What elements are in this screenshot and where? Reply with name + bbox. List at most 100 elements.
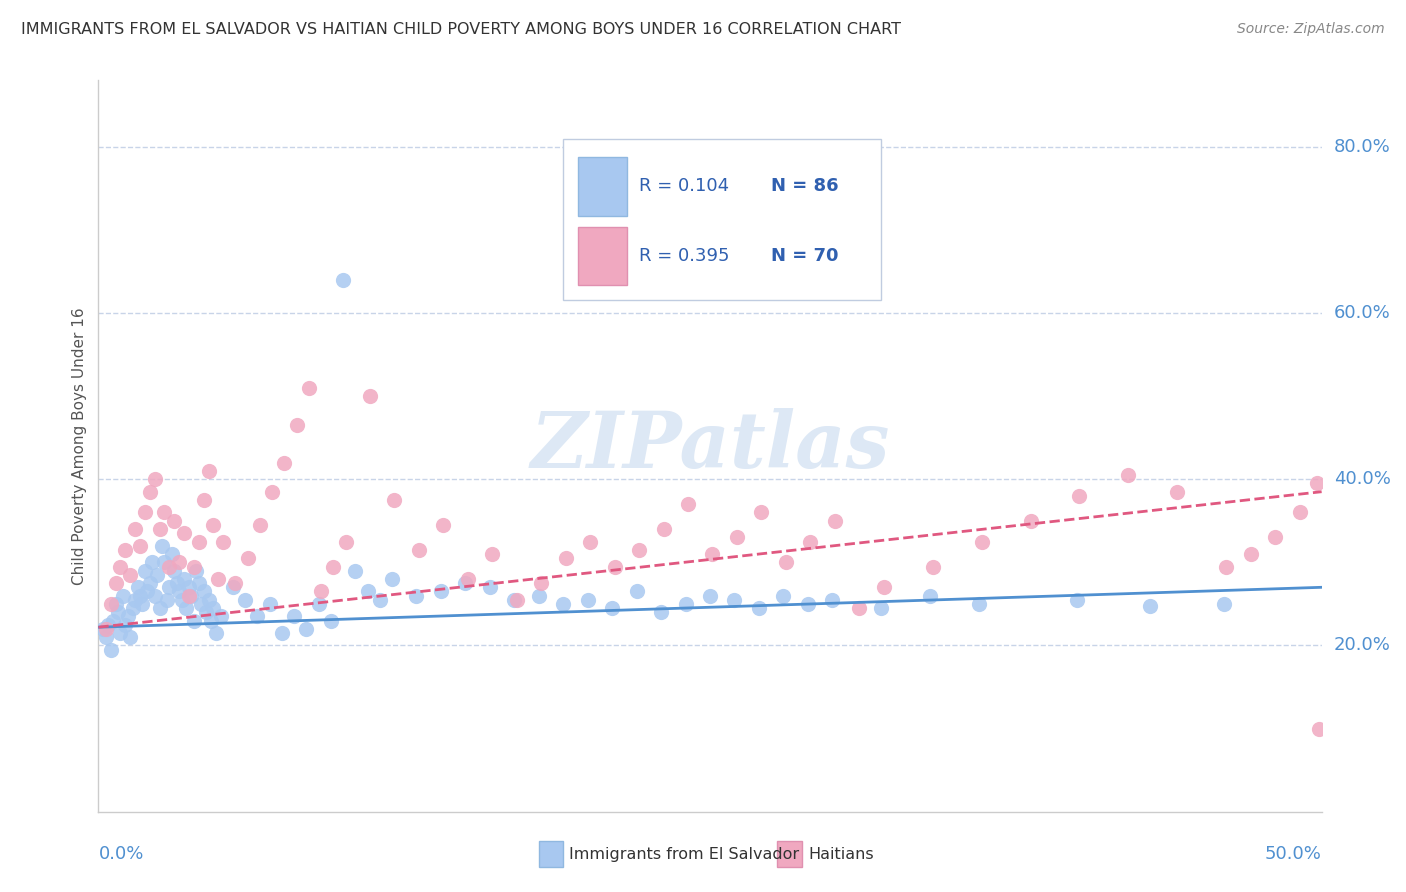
Point <box>675 597 697 611</box>
Point <box>120 567 142 582</box>
Point <box>1118 468 1140 483</box>
Point <box>153 506 176 520</box>
Point <box>134 564 156 578</box>
Point <box>246 609 269 624</box>
Point <box>236 551 259 566</box>
Point <box>799 534 821 549</box>
Point <box>308 597 330 611</box>
Text: R = 0.395: R = 0.395 <box>640 247 730 265</box>
FancyBboxPatch shape <box>578 157 627 216</box>
Point <box>481 547 503 561</box>
Point <box>134 506 156 520</box>
Point <box>873 580 896 594</box>
Point <box>797 597 820 611</box>
Point <box>579 534 602 549</box>
Point <box>91 622 114 636</box>
Text: R = 0.104: R = 0.104 <box>640 178 730 195</box>
Point <box>725 530 748 544</box>
Point <box>1240 547 1263 561</box>
Point <box>603 559 626 574</box>
Point <box>1139 599 1161 613</box>
Point <box>114 617 136 632</box>
Point <box>298 381 321 395</box>
Point <box>530 576 553 591</box>
Point <box>970 534 993 549</box>
Point <box>149 601 172 615</box>
Point <box>212 534 235 549</box>
Point <box>141 555 163 569</box>
Point <box>104 576 127 591</box>
Point <box>149 522 172 536</box>
Point <box>127 580 149 594</box>
Point <box>381 572 404 586</box>
Point <box>309 584 332 599</box>
Point <box>100 642 122 657</box>
Point <box>205 626 228 640</box>
Point <box>187 576 209 591</box>
Point <box>94 622 117 636</box>
Point <box>249 518 271 533</box>
Point <box>104 597 127 611</box>
Point <box>143 589 166 603</box>
Text: 60.0%: 60.0% <box>1334 304 1391 322</box>
Point <box>748 601 770 615</box>
Point <box>146 567 169 582</box>
Point <box>202 518 225 533</box>
Text: N = 86: N = 86 <box>772 178 839 195</box>
Point <box>775 555 797 569</box>
Point <box>180 589 202 603</box>
Point <box>356 584 378 599</box>
Point <box>1306 476 1329 491</box>
Point <box>160 547 183 561</box>
FancyBboxPatch shape <box>578 227 627 285</box>
Point <box>335 534 357 549</box>
Point <box>173 526 195 541</box>
Point <box>195 605 218 619</box>
Text: 20.0%: 20.0% <box>1334 637 1391 655</box>
Point <box>723 592 745 607</box>
Point <box>202 601 225 615</box>
Point <box>405 589 427 603</box>
Point <box>111 589 134 603</box>
Point <box>163 564 186 578</box>
Point <box>143 472 166 486</box>
Point <box>626 584 648 599</box>
Text: 40.0%: 40.0% <box>1334 470 1391 488</box>
Point <box>233 592 256 607</box>
Point <box>920 589 942 603</box>
Point <box>650 605 672 619</box>
Point <box>173 572 195 586</box>
Point <box>432 518 454 533</box>
Point <box>285 418 308 433</box>
Point <box>222 580 245 594</box>
Point <box>676 497 699 511</box>
Point <box>821 592 844 607</box>
Point <box>1066 592 1088 607</box>
Text: ZIPatlas: ZIPatlas <box>530 408 890 484</box>
Point <box>176 601 198 615</box>
Point <box>100 597 122 611</box>
Point <box>153 555 176 569</box>
Point <box>139 576 162 591</box>
Point <box>167 555 190 569</box>
Point <box>166 576 188 591</box>
Point <box>576 592 599 607</box>
Point <box>454 576 477 591</box>
Point <box>129 589 152 603</box>
Point <box>344 564 367 578</box>
Point <box>702 547 724 561</box>
Point <box>870 601 893 615</box>
Point <box>101 614 124 628</box>
Point <box>699 589 721 603</box>
Point <box>259 597 281 611</box>
Text: IMMIGRANTS FROM EL SALVADOR VS HAITIAN CHILD POVERTY AMONG BOYS UNDER 16 CORRELA: IMMIGRANTS FROM EL SALVADOR VS HAITIAN C… <box>21 22 901 37</box>
Text: Haitians: Haitians <box>808 847 873 862</box>
Text: 0.0%: 0.0% <box>98 845 143 863</box>
Point <box>117 609 139 624</box>
Point <box>129 539 152 553</box>
Point <box>186 564 208 578</box>
Point <box>359 389 381 403</box>
Point <box>967 597 990 611</box>
Point <box>167 584 190 599</box>
Point <box>183 614 205 628</box>
